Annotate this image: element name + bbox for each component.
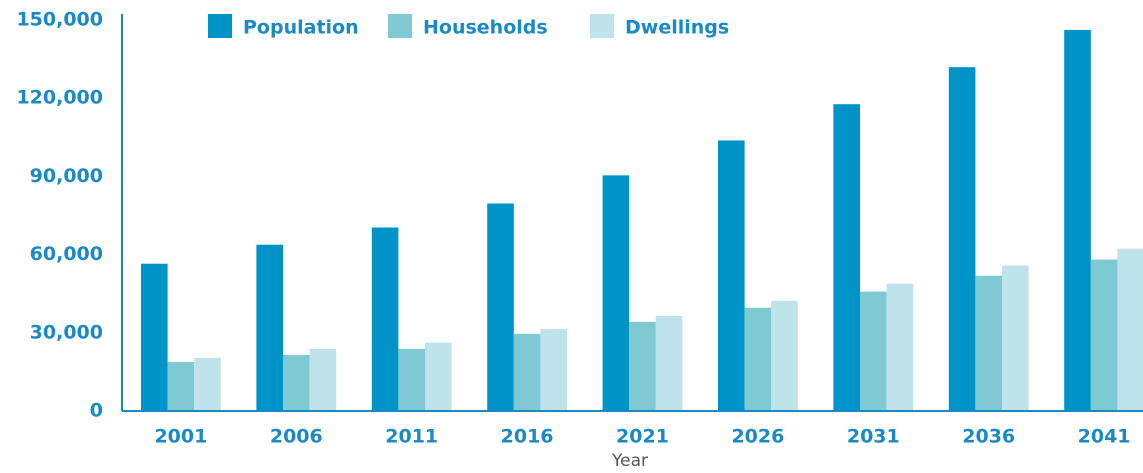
y-tick-label: 90,000 — [30, 165, 103, 187]
bar — [886, 283, 914, 411]
y-tick-label: 120,000 — [16, 87, 103, 109]
x-tick-label: 2031 — [847, 426, 900, 448]
y-tick-label: 150,000 — [16, 9, 103, 31]
x-tick-label: 2026 — [731, 426, 784, 448]
bar — [513, 333, 541, 411]
bar — [283, 354, 310, 411]
bar — [948, 67, 976, 411]
x-tick-label: 2021 — [616, 426, 669, 448]
bar — [975, 275, 1002, 411]
legend-label: Population — [243, 17, 359, 39]
bar — [744, 307, 772, 411]
x-tick-label: 2016 — [501, 426, 554, 448]
legend-swatch — [590, 14, 614, 38]
x-tick-label: 2041 — [1078, 426, 1131, 448]
x-tick-label: 2006 — [270, 426, 323, 448]
bar — [398, 348, 425, 411]
x-tick-label: 2001 — [154, 426, 207, 448]
bar — [602, 175, 630, 411]
bar — [1117, 248, 1143, 411]
y-tick-label: 30,000 — [30, 321, 103, 343]
x-axis-label: Year — [611, 451, 648, 469]
bar — [718, 140, 745, 412]
y-tick-label: 60,000 — [30, 243, 103, 265]
y-tick-label: 0 — [90, 400, 103, 422]
bar — [309, 348, 337, 411]
bar — [256, 244, 283, 411]
bar — [141, 263, 168, 411]
legend-swatch — [388, 14, 412, 38]
bar — [194, 357, 221, 411]
bar — [425, 342, 452, 411]
bar — [860, 291, 887, 411]
x-tick-label: 2036 — [962, 426, 1015, 448]
legend-label: Households — [423, 17, 548, 39]
bar — [1064, 29, 1091, 411]
bar — [487, 203, 514, 411]
bar — [167, 361, 195, 411]
bar — [655, 315, 683, 411]
bar — [771, 300, 798, 411]
bar — [833, 104, 860, 411]
legend-swatch — [208, 14, 232, 38]
x-tick-label: 2011 — [385, 426, 438, 448]
bar — [629, 321, 656, 411]
bar — [540, 328, 567, 411]
bar — [1002, 265, 1029, 411]
legend-label: Dwellings — [625, 17, 729, 39]
bar — [1090, 259, 1118, 411]
bar — [371, 227, 399, 411]
